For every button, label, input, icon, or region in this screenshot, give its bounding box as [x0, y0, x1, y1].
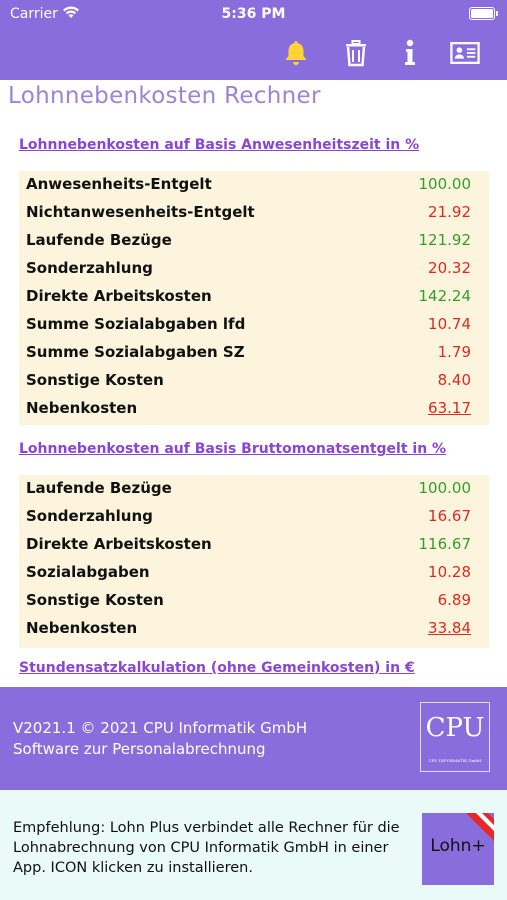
- row-value: 16.67: [428, 507, 471, 525]
- section-link-anwesenheitszeit[interactable]: Lohnnebenkosten auf Basis Anwesenheitsze…: [19, 137, 420, 153]
- result-row: Sonstige Kosten 6.89: [19, 587, 489, 615]
- page-title: Lohnnebenkosten Rechner: [8, 83, 321, 109]
- result-row: Sonstige Kosten 8.40: [19, 367, 489, 395]
- row-value: 142.24: [418, 287, 472, 305]
- version-label: V2021.1 © 2021 CPU Informatik GmbH: [13, 719, 308, 737]
- row-label: Laufende Bezüge: [26, 231, 172, 249]
- row-value: 100.00: [418, 175, 472, 193]
- id-card-icon[interactable]: [450, 38, 480, 68]
- clock: 5:36 PM: [221, 6, 286, 22]
- row-value: 100.00: [418, 479, 472, 497]
- row-label: Sonderzahlung: [26, 259, 153, 277]
- carrier-label: Carrier: [10, 6, 58, 22]
- section-link-bruttomonatsentgelt[interactable]: Lohnnebenkosten auf Basis Bruttomonatsen…: [19, 441, 447, 457]
- row-value: 63.17: [428, 399, 471, 417]
- result-row: Laufende Bezüge 121.92: [19, 227, 489, 255]
- row-value: 10.28: [428, 563, 471, 581]
- row-value: 8.40: [437, 371, 471, 389]
- cpu-logo[interactable]: CPU CPU INFORMATIK GmbH: [420, 702, 490, 772]
- section-link-stundensatzkalkulation[interactable]: Stundensatzkalkulation (ohne Gemeinkoste…: [19, 660, 415, 676]
- row-label: Anwesenheits-Entgelt: [26, 175, 212, 193]
- row-label: Nichtanwesenheits-Entgelt: [26, 203, 255, 221]
- row-label: Sonderzahlung: [26, 507, 153, 525]
- result-row: Sonderzahlung 20.32: [19, 255, 489, 283]
- result-row: Sozialabgaben 10.28: [19, 559, 489, 587]
- result-row: Summe Sozialabgaben lfd 10.74: [19, 311, 489, 339]
- logo-subtext: CPU INFORMATIK GmbH: [428, 758, 482, 763]
- row-label: Nebenkosten: [26, 399, 138, 417]
- lohn-plus-app-icon[interactable]: Lohn+: [422, 813, 494, 885]
- app-icon-label: Lohn+: [430, 836, 486, 856]
- row-label: Sonstige Kosten: [26, 371, 164, 389]
- battery-icon: [469, 7, 498, 20]
- results-panel-bruttomonatsentgelt: Laufende Bezüge 100.00 Sonderzahlung 16.…: [19, 475, 489, 648]
- row-value: 20.32: [428, 259, 471, 277]
- row-value: 6.89: [437, 591, 471, 609]
- row-value: 33.84: [428, 619, 471, 637]
- footer: V2021.1 © 2021 CPU Informatik GmbH Softw…: [0, 687, 507, 790]
- result-row: Nichtanwesenheits-Entgelt 21.92: [19, 199, 489, 227]
- row-value: 21.92: [428, 203, 471, 221]
- result-row: Anwesenheits-Entgelt 100.00: [19, 171, 489, 199]
- wifi-icon: [63, 6, 79, 18]
- top-bar: Carrier 5:36 PM: [0, 0, 507, 80]
- row-value: 10.74: [428, 315, 471, 333]
- results-panel-anwesenheitszeit: Anwesenheits-Entgelt 100.00 Nichtanwesen…: [19, 171, 489, 425]
- footer-subtitle: Software zur Personalabrechnung: [13, 740, 266, 758]
- logo-text: CPU: [425, 713, 485, 743]
- result-row: Direkte Arbeitskosten 116.67: [19, 531, 489, 559]
- row-value: 116.67: [418, 535, 472, 553]
- result-row-total: Nebenkosten 33.84: [19, 615, 489, 643]
- row-label: Laufende Bezüge: [26, 479, 172, 497]
- row-label: Summe Sozialabgaben lfd: [26, 315, 246, 333]
- result-row: Laufende Bezüge 100.00: [19, 475, 489, 503]
- status-bar: Carrier 5:36 PM: [0, 0, 507, 30]
- result-row-total: Nebenkosten 63.17: [19, 395, 489, 423]
- bell-icon[interactable]: [281, 38, 311, 68]
- info-icon[interactable]: [395, 38, 425, 68]
- row-label: Direkte Arbeitskosten: [26, 287, 212, 305]
- result-row: Direkte Arbeitskosten 142.24: [19, 283, 489, 311]
- result-row: Summe Sozialabgaben SZ 1.79: [19, 339, 489, 367]
- result-row: Sonderzahlung 16.67: [19, 503, 489, 531]
- row-value: 121.92: [418, 231, 472, 249]
- row-value: 1.79: [437, 343, 471, 361]
- row-label: Sonstige Kosten: [26, 591, 164, 609]
- row-label: Direkte Arbeitskosten: [26, 535, 212, 553]
- ribbon-icon: [466, 813, 494, 841]
- row-label: Nebenkosten: [26, 619, 138, 637]
- row-label: Summe Sozialabgaben SZ: [26, 343, 245, 361]
- row-label: Sozialabgaben: [26, 563, 150, 581]
- trash-icon[interactable]: [341, 38, 371, 68]
- promo-text: Empfehlung: Lohn Plus verbindet alle Rec…: [13, 820, 400, 876]
